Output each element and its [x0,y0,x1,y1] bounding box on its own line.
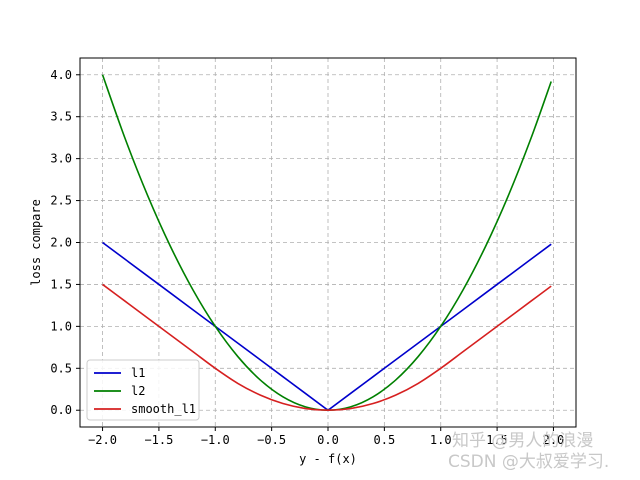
x-tick-label: −1.5 [144,433,173,447]
series-layer [101,74,552,412]
x-tick-label: 2.0 [543,433,565,447]
y-tick-label: 0.5 [50,361,72,375]
y-tick-label: 2.5 [50,194,72,208]
watermark-line-2: CSDN @大叔爱学习. [448,452,609,472]
y-axis-ticks: 0.0 0.5 1.0 1.5 2.0 2.5 3.0 3.5 4.0 [50,68,80,417]
legend-label: l1 [131,366,145,380]
y-tick-label: 0.0 [50,403,72,417]
x-tick-label: −0.5 [257,433,286,447]
y-tick-label: 2.0 [50,236,72,250]
x-tick-label: 1.5 [486,433,508,447]
y-tick-label: 4.0 [50,68,72,82]
watermark-line-1: 知乎 @男人的浪漫 [452,431,593,451]
y-tick-label: 1.0 [50,319,72,333]
y-tick-label: 3.5 [50,110,72,124]
y-tick-label: 3.0 [50,152,72,166]
watermark: 知乎 @男人的浪漫 CSDN @大叔爱学习. [448,431,609,472]
x-tick-label: 1.0 [430,433,452,447]
x-tick-label: −1.0 [201,433,230,447]
x-tick-label: 0.5 [374,433,396,447]
legend-label: smooth_l1 [131,402,196,416]
legend-label: l2 [131,384,145,398]
series-line-smooth-l1 [102,283,552,412]
y-axis-label: loss compare [29,199,43,286]
legend: l1 l2 smooth_l1 [86,359,200,421]
x-tick-label: −2.0 [88,433,117,447]
legend-box [86,359,200,421]
x-axis-label: y - f(x) [299,452,357,466]
y-tick-label: 1.5 [50,277,72,291]
x-axis-ticks: −2.0 −1.5 −1.0 −0.5 0.0 0.5 1.0 1.5 2.0 [88,427,564,447]
x-tick-label: 0.0 [317,433,339,447]
